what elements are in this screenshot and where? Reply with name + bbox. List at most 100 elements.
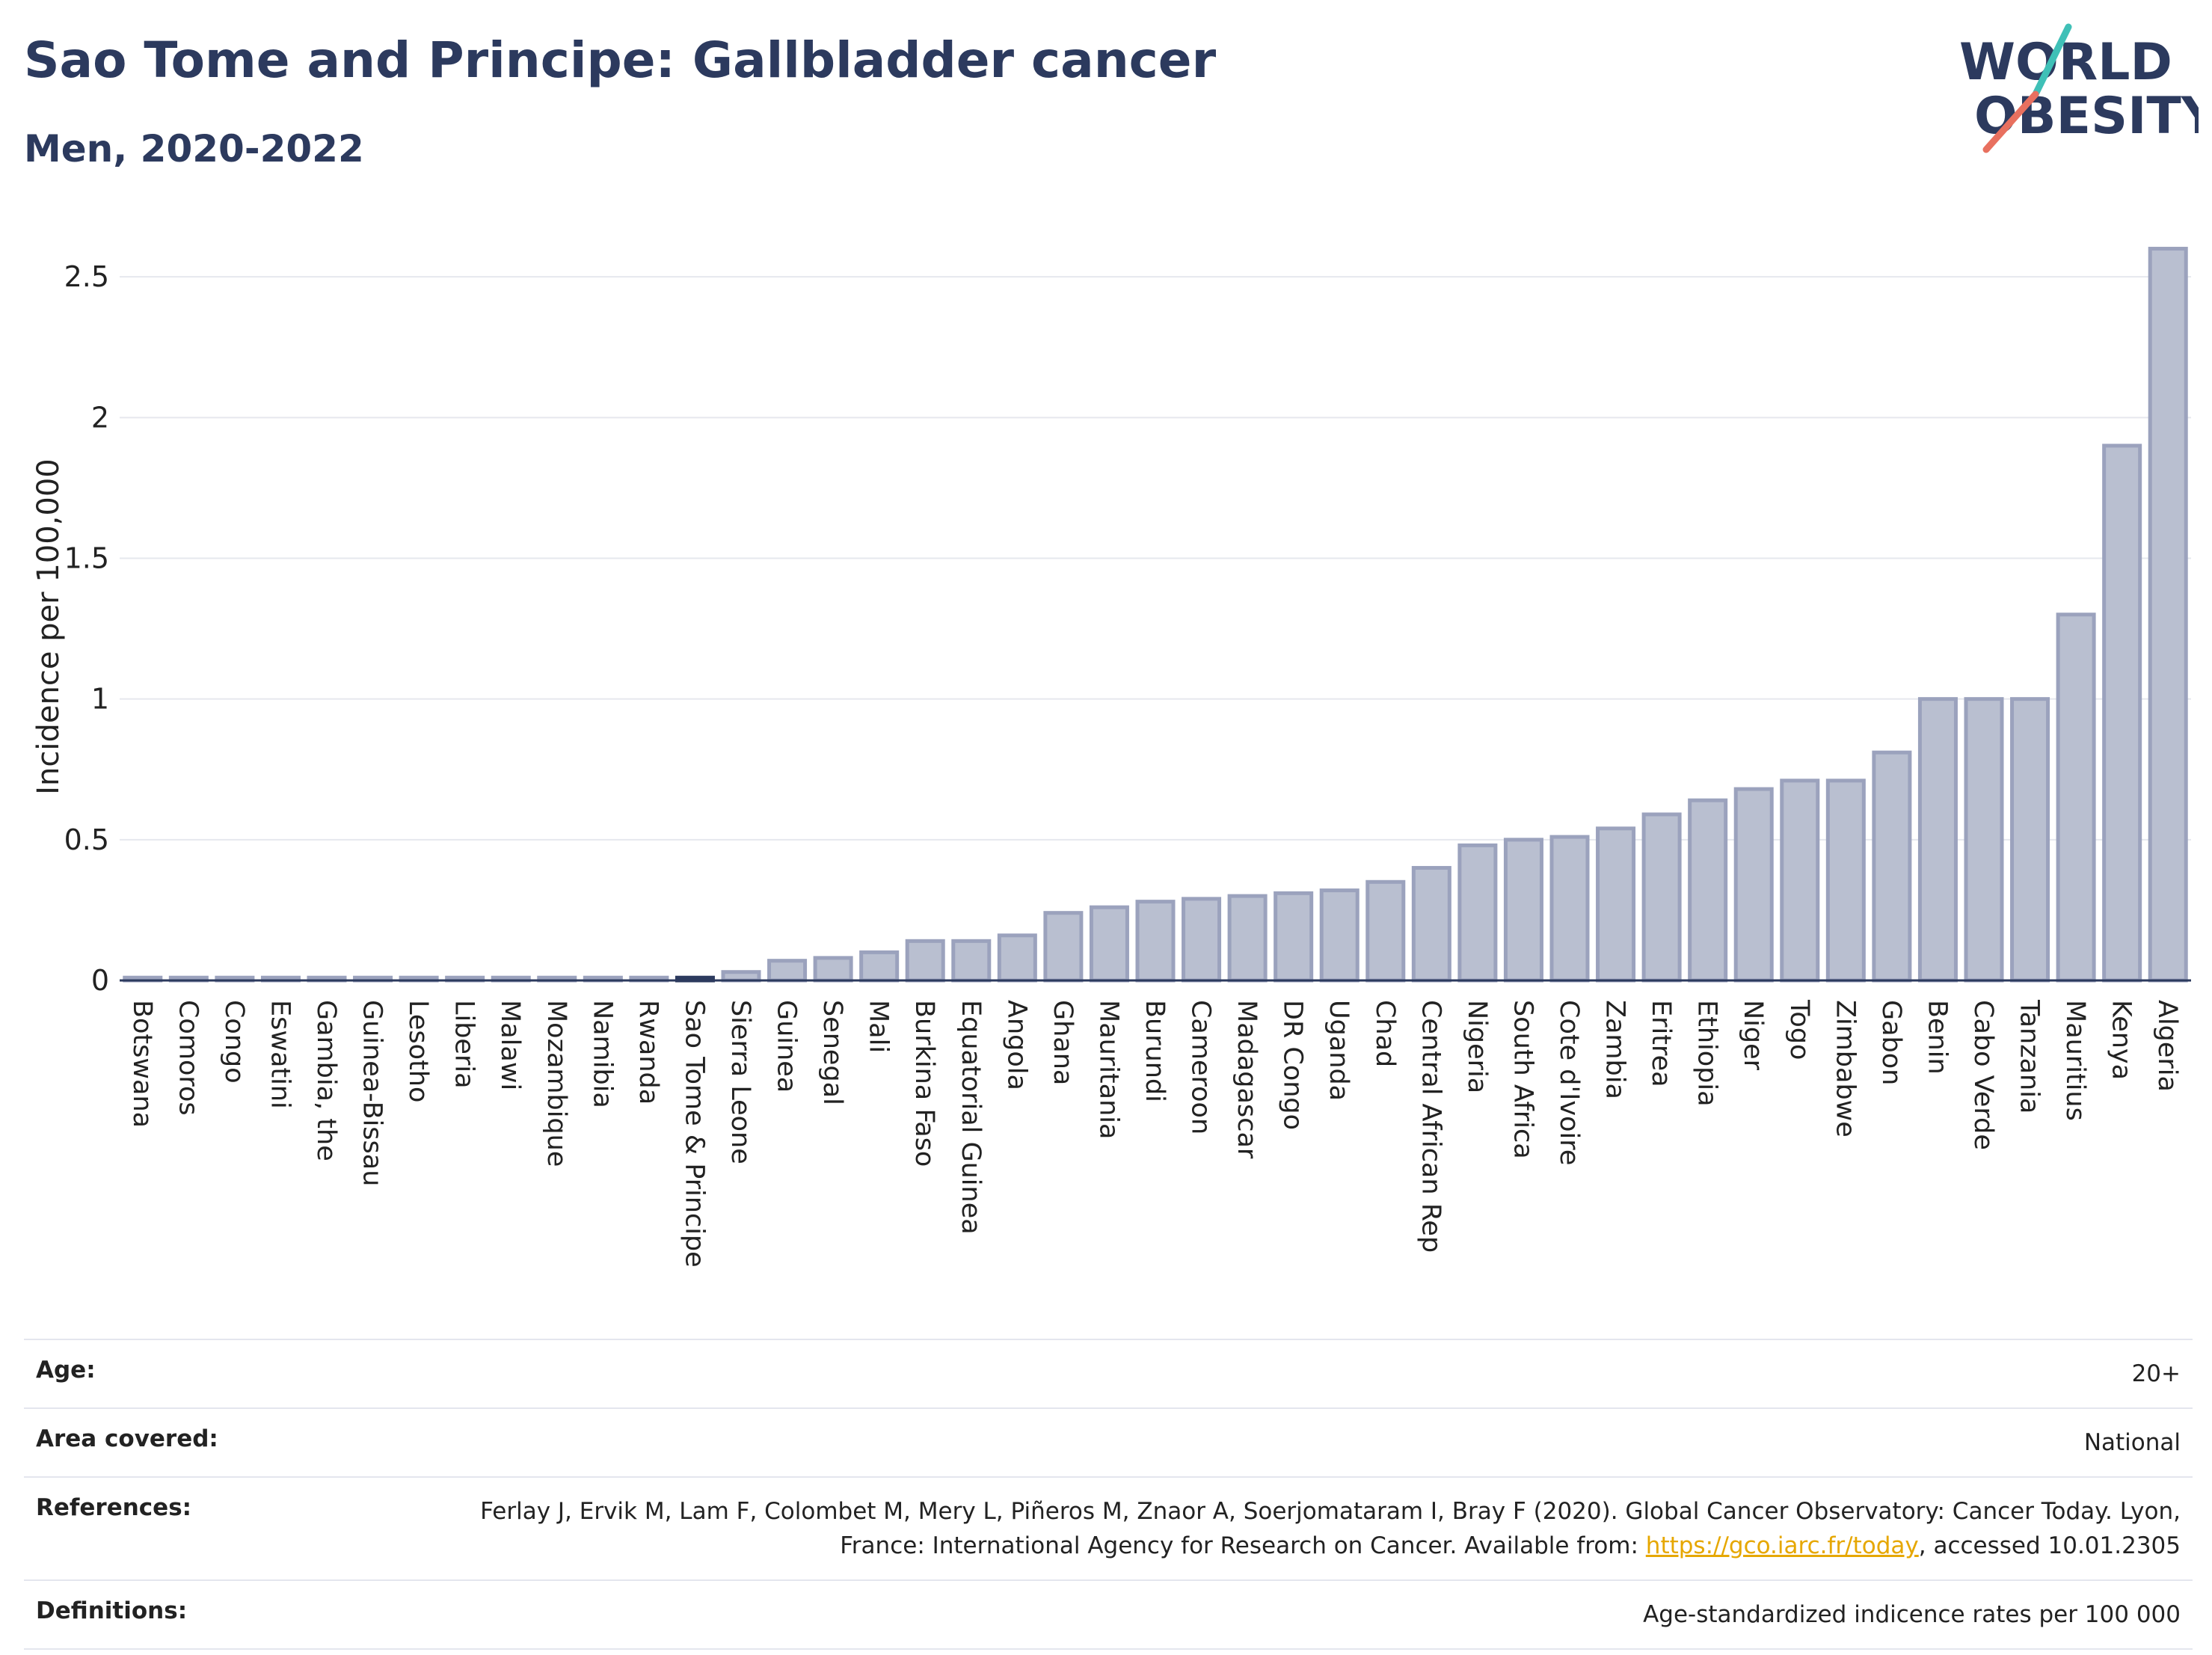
- x-tick-label: Mali: [864, 1000, 894, 1053]
- bar-angola: [997, 933, 1037, 983]
- x-tick-label: Guinea-Bissau: [357, 1000, 387, 1186]
- x-tick-label: Lesotho: [403, 1000, 433, 1102]
- x-tick-label: Botswana: [127, 1000, 157, 1128]
- info-table: Age: 20+ Area covered: National Referenc…: [24, 1339, 2193, 1650]
- x-tick-label: Algeria: [2152, 1000, 2182, 1092]
- logo-slash-coral: [1982, 90, 2039, 153]
- bar-ethiopia: [1688, 798, 1728, 983]
- x-tick-label: Gabon: [1876, 1000, 1906, 1085]
- x-tick-label: Nigeria: [1462, 1000, 1492, 1093]
- age-value: 20+: [2131, 1360, 2181, 1387]
- x-tick-label: Namibia: [587, 1000, 617, 1108]
- age-label: Age:: [36, 1357, 96, 1384]
- bar-mali: [859, 950, 900, 983]
- x-tick-label: Kenya: [2107, 1000, 2136, 1080]
- references-value: Ferlay J, Ervik M, Lam F, Colombet M, Me…: [461, 1494, 2181, 1563]
- bar-kenya: [2102, 443, 2142, 983]
- bar-guinea: [767, 959, 808, 983]
- bar-algeria: [2148, 247, 2188, 983]
- info-row-definitions: Definitions: Age-standardized indicence …: [24, 1579, 2193, 1650]
- info-row-references: References: Ferlay J, Ervik M, Lam F, Co…: [24, 1476, 2193, 1579]
- x-tick-label: Malawi: [495, 1000, 525, 1090]
- bar-chart: 0 0.5 1 1.5 2 2.5 Botswana Comoros Congo Eswatin…: [31, 247, 2191, 1268]
- x-tick-label: Burkina Faso: [909, 1000, 939, 1167]
- x-tick-label: Uganda: [1324, 1000, 1354, 1101]
- x-tick-label: Mozambique: [541, 1000, 571, 1167]
- x-tick-label: Central African Rep: [1416, 1000, 1446, 1253]
- x-tick-label: DR Congo: [1278, 1000, 1308, 1130]
- bar-cote-d-ivoire: [1549, 835, 1590, 983]
- area-label: Area covered:: [36, 1425, 218, 1452]
- x-tick-label: Chad: [1370, 1000, 1400, 1067]
- bar-burkina-faso: [905, 939, 945, 983]
- bar-uganda: [1319, 888, 1360, 983]
- x-tick-label: Gambia, the: [311, 1000, 341, 1161]
- y-tick-label: 1: [91, 683, 109, 716]
- bar-benin: [1917, 697, 1958, 983]
- bar-mauritius: [2056, 612, 2096, 983]
- x-tick-label: Burundi: [1140, 1000, 1170, 1102]
- x-tick-label: Comoros: [173, 1000, 203, 1116]
- y-axis-title: Incidence per 100,000: [31, 458, 66, 795]
- y-tick-label: 1.5: [64, 541, 109, 574]
- x-tick-label: Rwanda: [633, 1000, 663, 1105]
- bar-dr-congo: [1274, 891, 1314, 983]
- x-tick-label: Tanzania: [2015, 999, 2044, 1114]
- bar-south-africa: [1503, 838, 1543, 983]
- info-row-area: Area covered: National: [24, 1407, 2193, 1476]
- y-tick-label: 2: [91, 401, 109, 434]
- bar-eritrea: [1641, 812, 1682, 983]
- x-tick-label: Congo: [219, 1000, 249, 1084]
- bars: [123, 247, 2188, 983]
- bar-equatorial-guinea: [951, 939, 992, 983]
- chart-subtitle: Men, 2020-2022: [24, 127, 364, 171]
- bar-nigeria: [1457, 843, 1498, 983]
- references-text-end: , accessed 10.01.2305: [1918, 1532, 2181, 1559]
- y-tick-label: 0.5: [64, 823, 109, 856]
- bar-zimbabwe: [1825, 779, 1866, 983]
- x-tick-label: Mauritania: [1093, 1000, 1123, 1139]
- logo-line1: WORLD: [1959, 33, 2172, 92]
- bar-sierra-leone: [721, 970, 761, 983]
- references-text: Ferlay J, Ervik M, Lam F, Colombet M, Me…: [480, 1498, 2181, 1559]
- x-tick-label: Ethiopia: [1692, 1000, 1722, 1107]
- bar-burundi: [1135, 900, 1176, 983]
- bar-zambia: [1596, 826, 1636, 983]
- x-tick-label: Benin: [1922, 1000, 1952, 1075]
- definitions-value: Age-standardized indicence rates per 100…: [1643, 1601, 2181, 1628]
- bar-cabo-verde: [1964, 697, 2004, 983]
- bar-gabon: [1872, 750, 1912, 983]
- x-tick-label: Senegal: [817, 1000, 847, 1105]
- y-tick-label: 0: [91, 964, 109, 997]
- bar-central-african-rep: [1411, 865, 1451, 983]
- bar-senegal: [813, 956, 853, 983]
- bar-togo: [1780, 779, 1820, 983]
- references-link[interactable]: https://gco.iarc.fr/today: [1645, 1532, 1919, 1559]
- x-tick-label: Equatorial Guinea: [956, 1000, 986, 1235]
- bar-tanzania: [2010, 697, 2050, 983]
- x-tick-label: Togo: [1784, 999, 1814, 1060]
- bar-niger: [1733, 787, 1774, 983]
- y-tick-label: 2.5: [64, 260, 109, 293]
- bar-ghana: [1043, 911, 1084, 983]
- x-tick-label: Sao Tome & Principe: [679, 1000, 709, 1268]
- x-tick-label: Cameroon: [1186, 1000, 1216, 1134]
- x-tick-label: Guinea: [772, 1000, 802, 1093]
- logo-slash-teal: [2032, 23, 2072, 98]
- chart-title: Sao Tome and Principe: Gallbladder cance…: [24, 31, 1217, 89]
- bar-cameroon: [1182, 897, 1222, 983]
- bar-madagascar: [1227, 894, 1268, 983]
- x-tick-label: Zambia: [1600, 1000, 1630, 1099]
- world-obesity-logo: WORLD OBESITY: [1959, 23, 2199, 153]
- x-tick-label: Zimbabwe: [1830, 1000, 1860, 1137]
- x-axis-labels: Botswana Comoros Congo Eswatini Gambia, the G…: [127, 999, 2182, 1268]
- area-value: National: [2083, 1429, 2181, 1456]
- definitions-label: Definitions:: [36, 1597, 188, 1624]
- x-tick-label: Angola: [1001, 1000, 1031, 1090]
- bar-chad: [1365, 879, 1406, 983]
- x-tick-label: Eritrea: [1646, 1000, 1676, 1087]
- x-tick-label: Liberia: [449, 1000, 479, 1089]
- references-label: References:: [36, 1494, 192, 1521]
- bar-mauritania: [1089, 905, 1129, 983]
- x-tick-label: Sierra Leone: [725, 1000, 755, 1164]
